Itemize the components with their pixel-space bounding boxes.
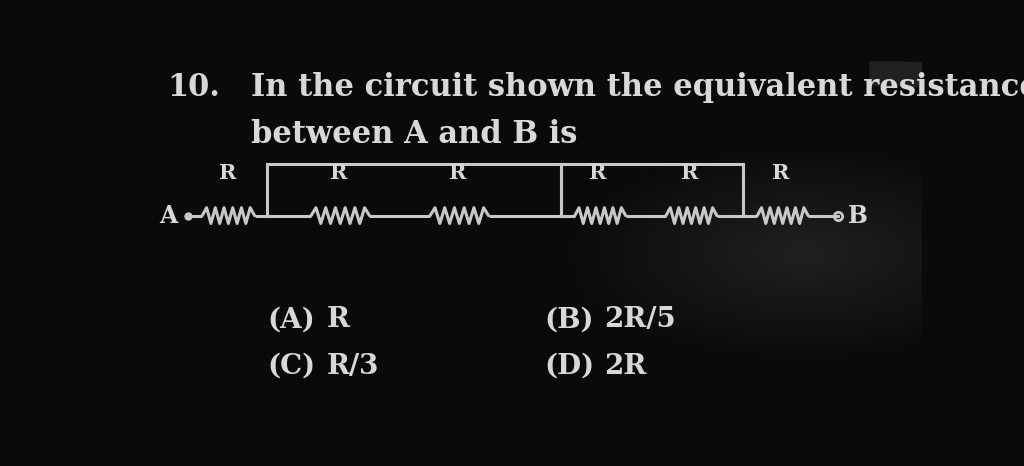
Text: In the circuit shown the equivalent resistance: In the circuit shown the equivalent resi… — [251, 72, 1024, 103]
Text: R: R — [681, 163, 698, 183]
Text: B: B — [848, 204, 867, 227]
Text: (B): (B) — [545, 306, 594, 333]
Text: A: A — [160, 204, 178, 227]
Text: R: R — [449, 163, 466, 183]
Text: (A): (A) — [267, 306, 314, 333]
Text: R: R — [218, 163, 236, 183]
Text: R/3: R/3 — [327, 353, 379, 380]
Text: R: R — [772, 163, 790, 183]
Text: (C): (C) — [267, 353, 315, 380]
Text: R: R — [589, 163, 606, 183]
Text: (D): (D) — [545, 353, 595, 380]
Text: between A and B is: between A and B is — [251, 119, 578, 150]
Text: R: R — [327, 306, 349, 333]
Text: 2R/5: 2R/5 — [604, 306, 676, 333]
Text: 10.: 10. — [168, 72, 220, 103]
Text: R: R — [330, 163, 347, 183]
Text: 2R: 2R — [604, 353, 646, 380]
